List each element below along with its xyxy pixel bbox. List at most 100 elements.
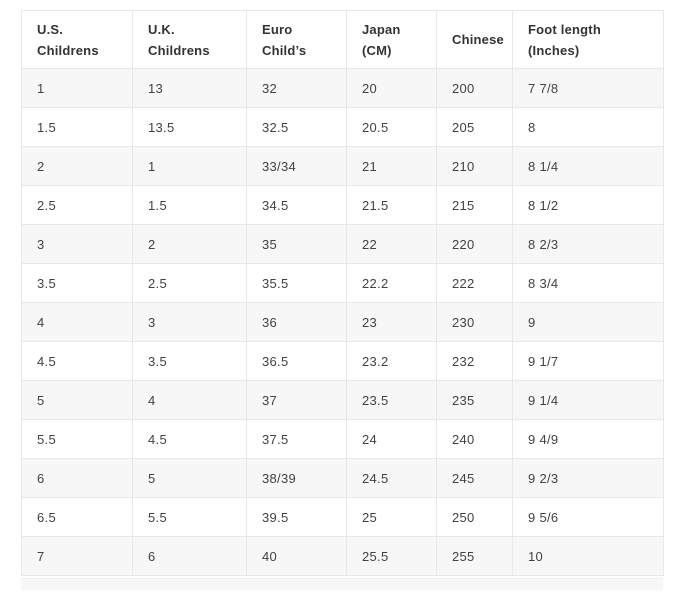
table-row: 7 6 40 25.5 255 10 (21, 536, 664, 576)
table-row: 1 13 32 20 200 7 7/8 (21, 68, 664, 108)
table-cell: 39.5 (246, 497, 347, 537)
table-cell: 200 (436, 68, 513, 108)
header-row: U.S. Childrens U.K. Childrens Euro Child’s… (21, 10, 664, 69)
table-cell: 232 (436, 341, 513, 381)
table-cell: 8 (512, 107, 664, 147)
table-cell: 32 (246, 68, 347, 108)
table-cell: 215 (436, 185, 513, 225)
table-row: 2.5 1.5 34.5 21.5 215 8 1/2 (21, 185, 664, 225)
table-cell: 7 (21, 536, 133, 576)
table-cell: 36.5 (246, 341, 347, 381)
column-header: Chinese (436, 10, 513, 69)
table-cell: 5.5 (21, 419, 133, 459)
table-cell: 21.5 (346, 185, 437, 225)
table-row: 1.5 13.5 32.5 20.5 205 8 (21, 107, 664, 147)
table-row: 2 1 33/34 21 210 8 1/4 (21, 146, 664, 186)
table-cell: 9 4/9 (512, 419, 664, 459)
table-cell: 8 1/4 (512, 146, 664, 186)
table-cell: 250 (436, 497, 513, 537)
table-cell: 32.5 (246, 107, 347, 147)
column-header: U.K. Childrens (132, 10, 247, 69)
table-cell: 2 (21, 146, 133, 186)
table-cell: 5 (21, 380, 133, 420)
table-cell: 10 (512, 536, 664, 576)
table-cell: 38/39 (246, 458, 347, 498)
table-cell: 4 (132, 380, 247, 420)
table-row: 3 2 35 22 220 8 2/3 (21, 224, 664, 264)
table-cell: 34.5 (246, 185, 347, 225)
table-cell: 210 (436, 146, 513, 186)
table-row: 4.5 3.5 36.5 23.2 232 9 1/7 (21, 341, 664, 381)
table-cell: 40 (246, 536, 347, 576)
table-cell: 7 7/8 (512, 68, 664, 108)
table-cell: 235 (436, 380, 513, 420)
table-cell: 1 (21, 68, 133, 108)
table-row: 4 3 36 23 230 9 (21, 302, 664, 342)
table-row: 5.5 4.5 37.5 24 240 9 4/9 (21, 419, 664, 459)
table-cell: 245 (436, 458, 513, 498)
table-cell: 22.2 (346, 263, 437, 303)
table-cell: 5 (132, 458, 247, 498)
table-cell: 1.5 (132, 185, 247, 225)
table-cell: 36 (246, 302, 347, 342)
table-cell: 37.5 (246, 419, 347, 459)
table-cell: 8 1/2 (512, 185, 664, 225)
column-header: Foot length (Inches) (512, 10, 664, 69)
table-cell: 4.5 (132, 419, 247, 459)
table-cell: 240 (436, 419, 513, 459)
table-body: 1 13 32 20 200 7 7/8 1.5 13.5 32.5 20.5 205 8 2 1 33/3… (21, 68, 664, 576)
table-cell: 3 (132, 302, 247, 342)
table-cell: 3 (21, 224, 133, 264)
table-cell: 9 1/4 (512, 380, 664, 420)
table-cell: 255 (436, 536, 513, 576)
partial-next-row-strip (21, 578, 663, 590)
table-cell: 1.5 (21, 107, 133, 147)
table-cell: 3.5 (21, 263, 133, 303)
table-cell: 20.5 (346, 107, 437, 147)
table-cell: 2 (132, 224, 247, 264)
table-cell: 23 (346, 302, 437, 342)
table-cell: 6 (132, 536, 247, 576)
table-cell: 220 (436, 224, 513, 264)
table-cell: 222 (436, 263, 513, 303)
table-cell: 13.5 (132, 107, 247, 147)
table-cell: 230 (436, 302, 513, 342)
table-row: 3.5 2.5 35.5 22.2 222 8 3/4 (21, 263, 664, 303)
table-cell: 6.5 (21, 497, 133, 537)
table-cell: 3.5 (132, 341, 247, 381)
table-cell: 9 5/6 (512, 497, 664, 537)
table-cell: 24 (346, 419, 437, 459)
table-row: 6 5 38/39 24.5 245 9 2/3 (21, 458, 664, 498)
table-cell: 2.5 (21, 185, 133, 225)
table-cell: 37 (246, 380, 347, 420)
table-cell: 24.5 (346, 458, 437, 498)
table-cell: 25.5 (346, 536, 437, 576)
table-cell: 20 (346, 68, 437, 108)
table-cell: 5.5 (132, 497, 247, 537)
table-cell: 1 (132, 146, 247, 186)
table-cell: 8 2/3 (512, 224, 664, 264)
table-cell: 8 3/4 (512, 263, 664, 303)
table-row: 6.5 5.5 39.5 25 250 9 5/6 (21, 497, 664, 537)
table-cell: 9 (512, 302, 664, 342)
shoe-size-conversion-table: U.S. Childrens U.K. Childrens Euro Child’s… (21, 10, 664, 576)
table-cell: 13 (132, 68, 247, 108)
table-cell: 23.2 (346, 341, 437, 381)
table-cell: 9 1/7 (512, 341, 664, 381)
column-header: Japan (CM) (346, 10, 437, 69)
table-cell: 4.5 (21, 341, 133, 381)
table-cell: 22 (346, 224, 437, 264)
table-cell: 9 2/3 (512, 458, 664, 498)
table-cell: 205 (436, 107, 513, 147)
table-cell: 35.5 (246, 263, 347, 303)
table-cell: 6 (21, 458, 133, 498)
table-cell: 2.5 (132, 263, 247, 303)
table-cell: 4 (21, 302, 133, 342)
table-cell: 23.5 (346, 380, 437, 420)
table-row: 5 4 37 23.5 235 9 1/4 (21, 380, 664, 420)
table-cell: 25 (346, 497, 437, 537)
column-header: Euro Child’s (246, 10, 347, 69)
table-cell: 35 (246, 224, 347, 264)
table-header: U.S. Childrens U.K. Childrens Euro Child’s… (21, 10, 664, 69)
